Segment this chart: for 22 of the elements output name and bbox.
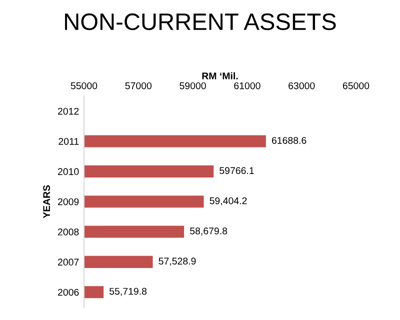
data-label: 59,404.2: [210, 197, 247, 206]
data-label: 59766.1: [220, 167, 254, 174]
x-axis-title: RM ‘Mil.: [202, 72, 238, 80]
y-tick-label: 2007: [58, 258, 79, 266]
data-label: 61688.6: [272, 136, 306, 144]
x-tick-label: 59000: [180, 82, 206, 90]
y-tick-label: 2009: [58, 198, 79, 206]
y-tick-label: 2011: [58, 138, 79, 145]
data-label: 57,528.9: [158, 258, 196, 266]
y-tick-label: 2010: [58, 168, 79, 176]
x-tick-label: 61000: [234, 82, 260, 90]
data-label: 58,679.8: [190, 227, 228, 236]
x-tick-label: 63000: [288, 82, 315, 90]
data-label: 55,719.8: [110, 288, 147, 296]
y-tick-label: 2006: [58, 288, 79, 296]
y-tick-label: 2012: [58, 108, 79, 115]
x-tick-label: 55000: [70, 82, 98, 90]
x-tick-label: 65000: [342, 82, 370, 90]
y-axis-title: YEARS: [43, 185, 50, 218]
y-tick-label: 2008: [58, 228, 79, 236]
chart-title: NON-CURRENT ASSETS: [65, 13, 336, 30]
x-tick-label: 57000: [125, 82, 152, 90]
